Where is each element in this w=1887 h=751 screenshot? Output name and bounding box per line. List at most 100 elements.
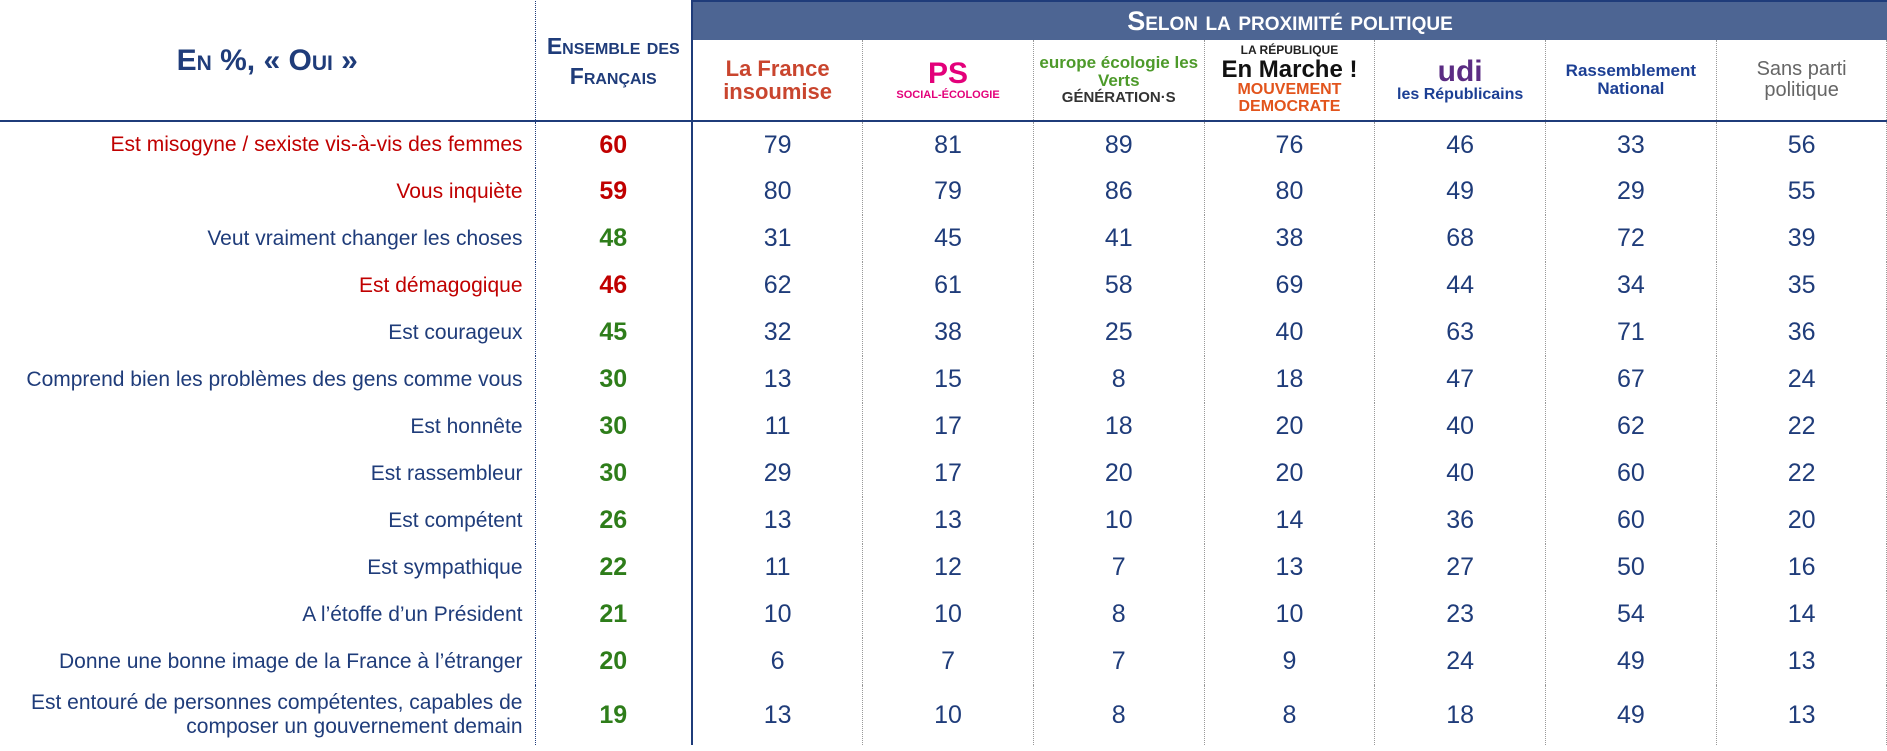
party-value: 22	[1716, 450, 1887, 497]
row-label: Comprend bien les problèmes des gens com…	[0, 356, 536, 403]
party-value: 45	[862, 215, 1034, 262]
party-value: 36	[1374, 497, 1547, 544]
row-label: Donne une bonne image de la France à l’é…	[0, 638, 536, 685]
party-value: 13	[1204, 544, 1376, 591]
ensemble-value: 60	[535, 121, 693, 168]
logo-text: Rassemblement National	[1565, 61, 1697, 98]
party-value: 62	[1545, 403, 1717, 450]
logo-text: SOCIAL-ÉCOLOGIE	[896, 88, 1000, 101]
party-value: 36	[1716, 309, 1887, 356]
party-value: 72	[1545, 215, 1717, 262]
party-logo: La France insoumise	[692, 40, 864, 122]
party-value: 76	[1204, 121, 1376, 168]
ensemble-value: 45	[535, 309, 693, 356]
logo-text: PS	[928, 57, 969, 91]
ensemble-value: 20	[535, 638, 693, 685]
party-value: 60	[1545, 450, 1717, 497]
party-value: 20	[1204, 450, 1376, 497]
party-value: 8	[1204, 685, 1376, 745]
party-value: 60	[1545, 497, 1717, 544]
party-value: 16	[1716, 544, 1887, 591]
party-value: 18	[1204, 356, 1376, 403]
table-title: En %, « Oui »	[0, 1, 536, 122]
party-value: 69	[1204, 262, 1376, 309]
ensemble-value: 21	[535, 591, 693, 638]
party-value: 7	[1033, 544, 1205, 591]
row-label: Est démagogique	[0, 262, 536, 309]
party-value: 7	[862, 638, 1034, 685]
party-value: 18	[1374, 685, 1547, 745]
table-row: Est courageux 45 32 38 25 40 63 71 36	[0, 309, 1887, 356]
ensemble-value: 59	[535, 168, 693, 215]
party-value: 71	[1545, 309, 1717, 356]
party-value: 80	[1204, 168, 1376, 215]
party-value: 79	[692, 121, 864, 168]
party-value: 61	[862, 262, 1034, 309]
party-value: 15	[862, 356, 1034, 403]
row-label: Est courageux	[0, 309, 536, 356]
ensemble-value: 48	[535, 215, 693, 262]
party-value: 17	[862, 403, 1034, 450]
logo-text: MOUVEMENT DEMOCRATE	[1237, 81, 1342, 115]
logo-text: La France insoumise	[723, 55, 832, 104]
table-row: Est misogyne / sexiste vis-à-vis des fem…	[0, 121, 1887, 168]
party-value: 38	[862, 309, 1034, 356]
party-value: 40	[1204, 309, 1376, 356]
party-value: 41	[1033, 215, 1205, 262]
party-value: 89	[1033, 121, 1205, 168]
row-label: Est compétent	[0, 497, 536, 544]
table-row: Est compétent 26 13 13 10 14 36 60 20	[0, 497, 1887, 544]
table-row: Veut vraiment changer les choses 48 31 45 41…	[0, 215, 1887, 262]
party-value: 11	[692, 544, 864, 591]
party-value: 63	[1374, 309, 1547, 356]
party-value: 18	[1033, 403, 1205, 450]
party-value: 10	[862, 685, 1034, 745]
party-value: 7	[1033, 638, 1205, 685]
party-value: 29	[692, 450, 864, 497]
party-value: 24	[1716, 356, 1887, 403]
ensemble-value: 19	[535, 685, 693, 745]
table-row: Est sympathique 22 11 12 7 13 27 50 16	[0, 544, 1887, 591]
ensemble-value: 26	[535, 497, 693, 544]
party-value: 54	[1545, 591, 1717, 638]
party-value: 81	[862, 121, 1034, 168]
party-value: 49	[1545, 685, 1717, 745]
logo-text: Sans parti politique	[1756, 58, 1847, 101]
party-value: 62	[692, 262, 864, 309]
party-value: 34	[1545, 262, 1717, 309]
logo-text: En Marche !	[1221, 55, 1358, 83]
party-value: 13	[692, 497, 864, 544]
row-label: Vous inquiète	[0, 168, 536, 215]
ensemble-value: 30	[535, 356, 693, 403]
party-value: 86	[1033, 168, 1205, 215]
group-header: Selon la proximité politique	[692, 0, 1887, 40]
row-label: Est honnête	[0, 403, 536, 450]
party-value: 13	[692, 356, 864, 403]
row-label: Veut vraiment changer les choses	[0, 215, 536, 262]
party-logo: europe écologie les Verts GÉNÉRATION·S	[1033, 40, 1205, 122]
party-value: 79	[862, 168, 1034, 215]
party-value: 44	[1374, 262, 1547, 309]
party-value: 27	[1374, 544, 1547, 591]
party-logo: PS SOCIAL-ÉCOLOGIE	[862, 40, 1034, 122]
party-value: 40	[1374, 403, 1547, 450]
party-logo: LA RÉPUBLIQUE En Marche ! MOUVEMENT DEMOCR…	[1204, 40, 1376, 122]
party-value: 13	[1716, 638, 1887, 685]
party-value: 31	[692, 215, 864, 262]
logo-text: les Républicains	[1397, 86, 1524, 104]
ensemble-value: 30	[535, 403, 693, 450]
party-value: 67	[1545, 356, 1717, 403]
party-value: 17	[862, 450, 1034, 497]
party-value: 23	[1374, 591, 1547, 638]
party-value: 8	[1033, 685, 1205, 745]
row-label: Est rassembleur	[0, 450, 536, 497]
party-value: 12	[862, 544, 1034, 591]
party-value: 8	[1033, 591, 1205, 638]
logo-text: GÉNÉRATION·S	[1061, 88, 1176, 106]
party-value: 49	[1374, 168, 1547, 215]
table-row: Est honnête 30 11 17 18 20 40 62 22	[0, 403, 1887, 450]
logo-text: LA RÉPUBLIQUE	[1240, 43, 1339, 58]
party-value: 50	[1545, 544, 1717, 591]
